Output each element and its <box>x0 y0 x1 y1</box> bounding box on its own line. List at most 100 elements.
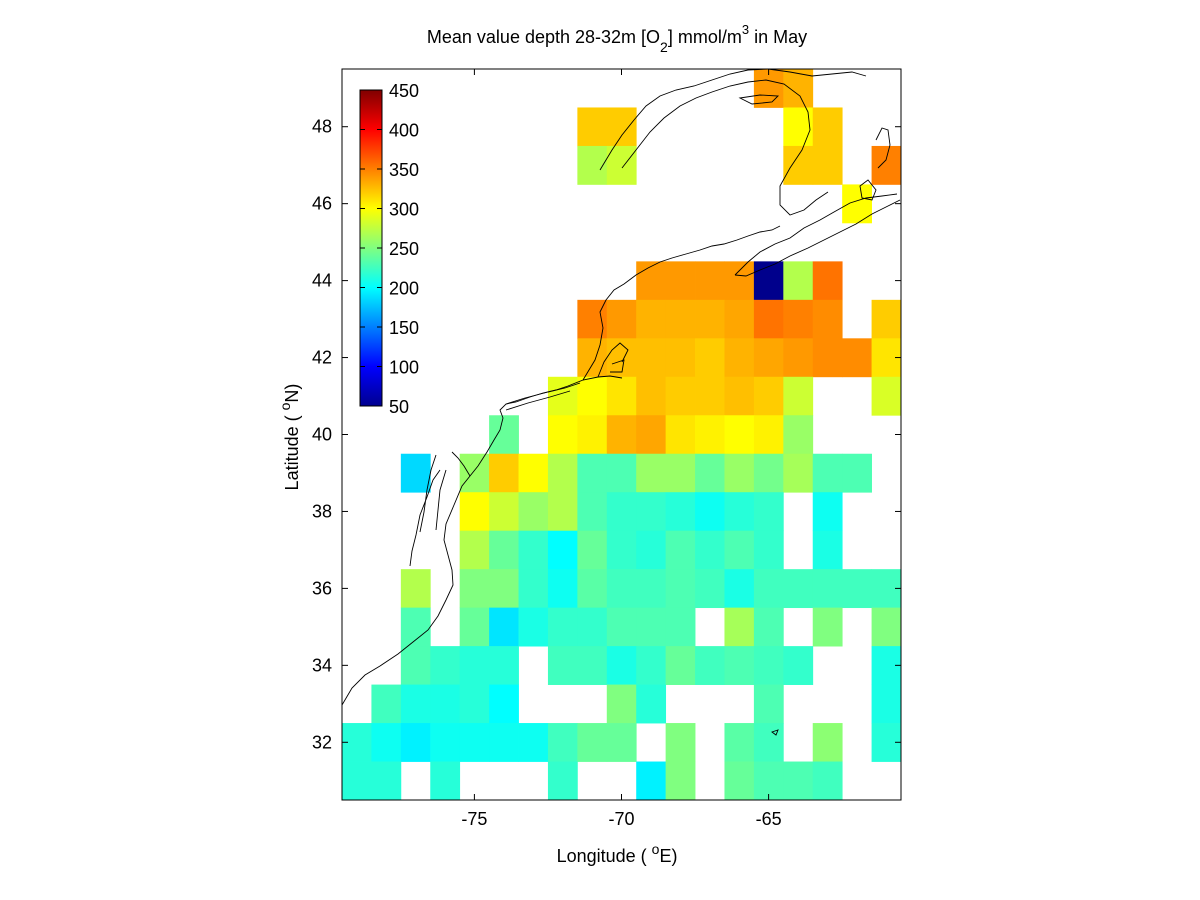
heatmap-cell <box>783 761 814 801</box>
heatmap-cell <box>724 646 755 685</box>
y-tick-label: 34 <box>312 655 332 675</box>
heatmap-cell <box>753 453 784 493</box>
heatmap-cell <box>606 453 637 493</box>
heatmap-cell <box>400 646 431 685</box>
heatmap-cell <box>636 492 667 532</box>
heatmap-cell <box>871 145 902 185</box>
heatmap-cell <box>665 453 696 493</box>
y-tick-label: 48 <box>312 117 332 137</box>
coastline-new-england <box>582 225 781 381</box>
heatmap-cell <box>606 607 637 647</box>
heatmap-cell <box>636 530 667 570</box>
heatmap-cell <box>695 646 725 685</box>
heatmap-cell <box>547 453 578 493</box>
heatmap-cell <box>606 684 637 724</box>
heatmap-cell <box>842 184 872 224</box>
heatmap-cell <box>489 607 519 647</box>
heatmap-cell <box>812 723 843 762</box>
heatmap-cell <box>812 453 843 493</box>
heatmap-cell <box>753 646 784 685</box>
coastline-newfoundland <box>875 127 891 169</box>
heatmap-cell <box>400 569 431 609</box>
heatmap-cell <box>489 453 519 493</box>
heatmap-cell <box>489 569 519 609</box>
heatmap-cell <box>753 261 784 301</box>
coastline-cape-cod <box>597 342 629 378</box>
heatmap-cell <box>547 492 578 532</box>
heatmap-cell <box>430 761 461 801</box>
heatmap-cell <box>606 569 637 609</box>
heatmap-cell <box>430 646 461 685</box>
heatmap-cell <box>400 684 431 724</box>
coastline <box>341 68 901 736</box>
heatmap-cell <box>577 723 608 762</box>
heatmap-cell <box>695 530 725 570</box>
heatmap-cell <box>783 299 814 339</box>
heatmap-cell <box>695 338 725 378</box>
heatmap-cell <box>871 607 902 647</box>
heatmap-cell <box>459 530 490 570</box>
y-tick-label: 44 <box>312 271 332 291</box>
heatmap-cell <box>577 569 608 609</box>
heatmap-cell <box>577 145 608 185</box>
heatmap-cell <box>606 723 637 762</box>
heatmap-cell <box>753 530 784 570</box>
heatmap-cell <box>636 684 667 724</box>
heatmap-cell <box>724 415 755 455</box>
y-tick-label: 40 <box>312 425 332 445</box>
y-tick-label: 42 <box>312 348 332 368</box>
heatmap-cell <box>724 761 755 801</box>
heatmap-cell <box>547 761 578 801</box>
heatmap-cell <box>459 723 490 762</box>
heatmap-cell <box>430 723 461 762</box>
heatmap-cell <box>636 299 667 339</box>
heatmap-cell <box>695 453 725 493</box>
heatmap-cell <box>342 761 372 801</box>
coastline-quebec-north <box>767 68 867 77</box>
colorbar: 450 400 350 300 250 200 150 100 50 <box>352 80 430 417</box>
heatmap-cell <box>430 684 461 724</box>
heatmap-cell <box>665 338 696 378</box>
heatmap-cell <box>783 569 814 609</box>
heatmap-cell <box>577 530 608 570</box>
map-plot-area: -75 -70 -65 48 46 44 42 40 38 36 34 32 <box>312 68 902 829</box>
heatmap-cell <box>636 646 667 685</box>
heatmap-cell <box>724 261 755 301</box>
heatmap-cell <box>577 607 608 647</box>
heatmap-cell <box>489 492 519 532</box>
heatmap-cell <box>842 338 872 378</box>
y-axis-label: Latitude ( oN) <box>277 384 302 491</box>
heatmap-cell <box>695 376 725 416</box>
heatmap-cell <box>812 607 843 647</box>
heatmap-cell <box>783 107 814 147</box>
heatmap-cell <box>724 453 755 493</box>
heatmap-cell <box>577 453 608 493</box>
chart-title: Mean value depth 28-32m [O2] mmol/m3 in … <box>427 22 807 55</box>
coastline-bermuda <box>771 729 779 736</box>
heatmap-cell <box>489 684 519 724</box>
heatmap-cell <box>753 761 784 801</box>
heatmap-cell <box>518 569 549 609</box>
x-tick-label: -75 <box>461 809 487 829</box>
heatmap-cell <box>783 261 814 301</box>
heatmap-cell <box>400 607 431 647</box>
colorbar-tick-label: 50 <box>389 397 409 417</box>
heatmap-cell <box>724 569 755 609</box>
heatmap-cell <box>577 646 608 685</box>
coastline-anticosti <box>738 94 780 105</box>
colorbar-tick-label: 350 <box>389 160 419 180</box>
x-axis-label: Longitude ( oE) <box>557 841 678 866</box>
heatmap-cell <box>812 107 843 147</box>
heatmap-cell <box>812 261 843 301</box>
heatmap-cell <box>547 646 578 685</box>
heatmap-cell <box>636 261 667 301</box>
heatmap-cell <box>753 723 784 762</box>
heatmap-cell <box>695 261 725 301</box>
heatmap-cell <box>547 569 578 609</box>
heatmap-cell <box>783 338 814 378</box>
heatmap-cell <box>724 492 755 532</box>
heatmap-cell <box>489 530 519 570</box>
heatmap-cell <box>606 646 637 685</box>
heatmap-cell <box>753 338 784 378</box>
heatmap-cell <box>665 376 696 416</box>
